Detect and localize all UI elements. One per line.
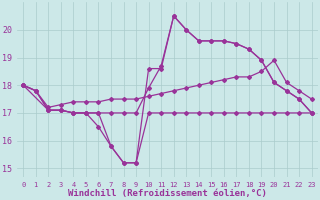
X-axis label: Windchill (Refroidissement éolien,°C): Windchill (Refroidissement éolien,°C): [68, 189, 267, 198]
